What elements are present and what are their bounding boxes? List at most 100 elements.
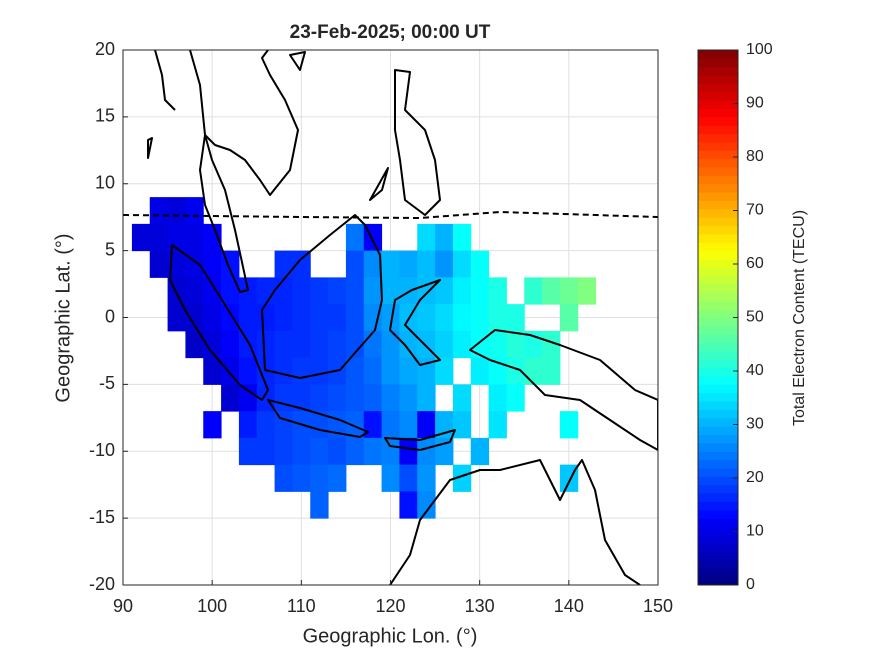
tec-cell xyxy=(399,411,418,439)
tec-cell xyxy=(328,277,347,305)
colorbar-swatch xyxy=(698,75,738,84)
tec-cell xyxy=(524,277,543,305)
tec-cell xyxy=(452,464,472,492)
tec-cell xyxy=(435,357,454,385)
colorbar-tick-label: 70 xyxy=(746,202,764,219)
colorbar-tick-label: 100 xyxy=(746,41,773,58)
tec-cell xyxy=(381,277,400,305)
colorbar-swatch xyxy=(698,325,738,335)
tec-cell xyxy=(149,223,169,252)
x-tick-label: 110 xyxy=(287,596,316,616)
tec-cell xyxy=(221,330,240,359)
tec-cell xyxy=(435,330,454,359)
tec-cell xyxy=(381,437,400,466)
tec-cell xyxy=(345,304,365,332)
colorbar-swatch xyxy=(698,359,738,369)
tec-cell xyxy=(274,330,293,359)
tec-cell xyxy=(506,357,525,385)
tec-cell xyxy=(292,357,311,385)
colorbar-swatch xyxy=(698,434,738,444)
tec-cell xyxy=(328,437,347,466)
coastline xyxy=(261,214,383,379)
colorbar: 0 10 20 30 40 50 60 70 80 90 100 xyxy=(697,41,773,593)
tec-cell xyxy=(559,304,579,332)
tec-cell xyxy=(435,304,454,332)
tec-cell xyxy=(524,357,543,385)
tec-cell xyxy=(381,357,400,385)
tec-cell xyxy=(292,304,311,332)
tec-cell xyxy=(292,384,311,412)
tec-cell xyxy=(417,437,436,466)
coastline xyxy=(389,459,641,585)
colorbar-swatch xyxy=(698,267,738,277)
tec-cell xyxy=(345,223,365,252)
tec-cell xyxy=(435,223,454,252)
colorbar-swatch xyxy=(698,200,738,210)
tec-cell xyxy=(399,357,418,385)
tec-cell xyxy=(274,304,293,332)
tec-cell xyxy=(470,277,490,305)
tec-cell xyxy=(203,304,222,332)
tec-cell xyxy=(203,411,222,439)
tec-cell xyxy=(256,411,276,439)
tec-cell xyxy=(363,277,383,305)
tec-cell xyxy=(345,330,365,359)
tec-cell xyxy=(506,304,525,332)
coastline xyxy=(384,429,456,451)
y-axis-label: Geographic Lat. (°) xyxy=(52,233,74,402)
tec-cell xyxy=(221,384,240,412)
coastline xyxy=(199,134,249,293)
tec-cell xyxy=(363,304,383,332)
tec-cell xyxy=(345,250,365,278)
x-tick-label: 150 xyxy=(643,596,673,616)
y-tick-label: -5 xyxy=(99,373,115,393)
tec-cell xyxy=(363,357,383,385)
coastline xyxy=(389,279,441,366)
colorbar-swatch xyxy=(698,334,738,344)
coastline xyxy=(169,244,269,401)
tec-cell xyxy=(310,330,329,359)
y-tick-label: -10 xyxy=(89,440,115,460)
colorbar-swatch xyxy=(698,568,738,578)
tec-cell xyxy=(452,250,472,278)
y-tick-label: 0 xyxy=(105,306,115,326)
colorbar-swatch xyxy=(698,392,738,402)
colorbar-tick-label: 90 xyxy=(746,95,764,112)
tec-cell xyxy=(203,277,222,305)
chart-title: 23-Feb-2025; 00:00 UT xyxy=(290,22,491,43)
tec-cell xyxy=(310,464,329,492)
colorbar-swatch xyxy=(698,250,738,260)
tec-cell xyxy=(238,357,258,385)
tec-cell xyxy=(345,411,365,439)
tec-cell xyxy=(417,223,436,252)
tec-cell xyxy=(345,357,365,385)
x-axis-label: Geographic Lon. (°) xyxy=(303,625,478,647)
tec-cell xyxy=(399,491,418,519)
x-tick-label: 90 xyxy=(113,596,133,616)
y-tick-label: 10 xyxy=(95,173,115,193)
colorbar-swatch xyxy=(698,208,738,218)
colorbar-swatch xyxy=(698,459,738,469)
ticks: 90 100 110 120 130 140 150 -20 -15 -10 -5 0 5 10 15 20 xyxy=(89,39,673,616)
tec-cell xyxy=(381,330,400,359)
colorbar-swatch xyxy=(698,509,738,519)
colorbar-swatch xyxy=(698,451,738,461)
colorbar-swatch xyxy=(698,409,738,419)
colorbar-swatch xyxy=(698,576,738,586)
tec-cell xyxy=(470,250,490,278)
tec-cell xyxy=(185,197,204,225)
tec-cell xyxy=(470,357,490,385)
colorbar-swatch xyxy=(698,225,738,235)
tec-cell xyxy=(185,330,204,359)
colorbar-swatch xyxy=(698,83,738,93)
tec-cell xyxy=(238,384,258,412)
tec-cell xyxy=(256,330,276,359)
tec-cell xyxy=(256,437,276,466)
tec-cell xyxy=(167,304,186,332)
colorbar-swatch xyxy=(698,150,738,160)
colorbar-swatch xyxy=(698,183,738,193)
tec-cell xyxy=(345,437,365,466)
tec-cell xyxy=(274,250,293,278)
colorbar-swatch xyxy=(698,350,738,360)
tec-cells xyxy=(131,197,597,519)
